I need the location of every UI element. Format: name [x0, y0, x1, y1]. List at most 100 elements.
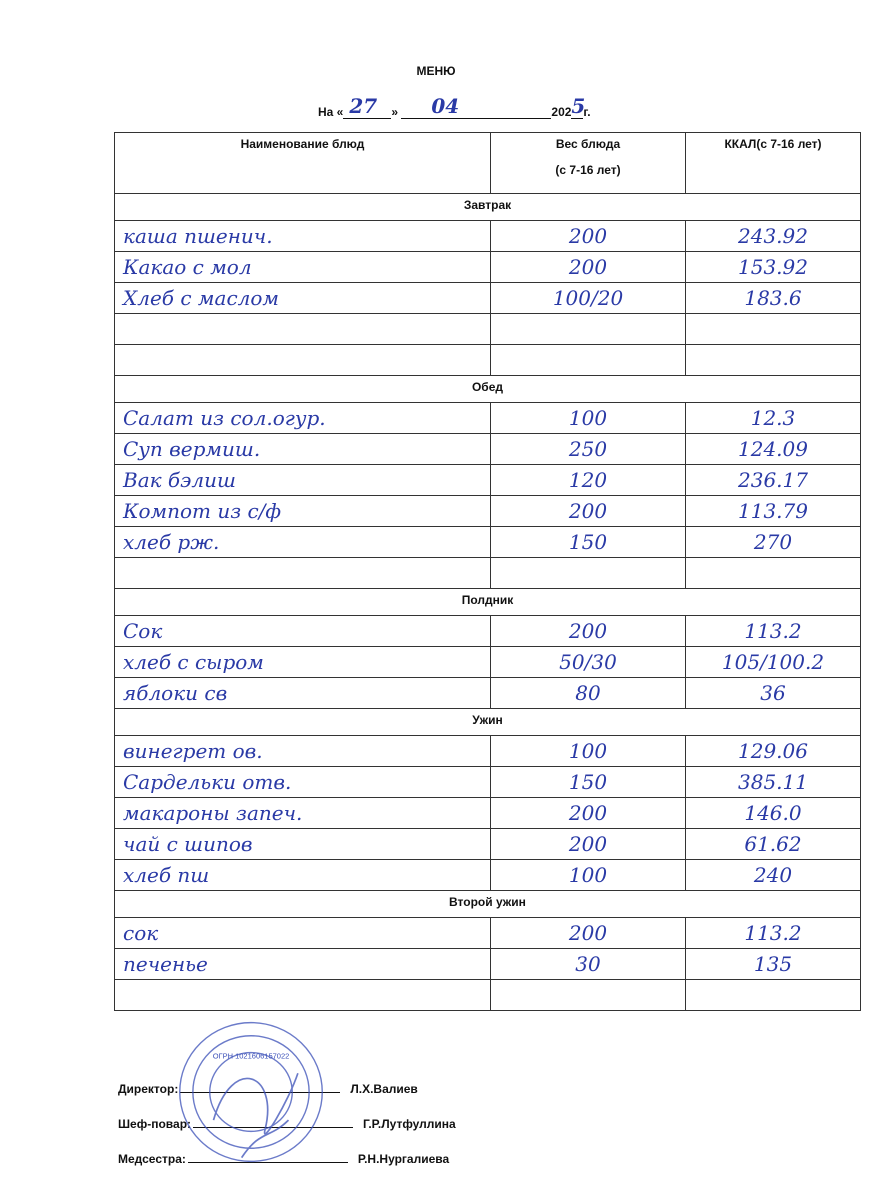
signatory-name: Г.Р.Лутфуллина: [363, 1117, 456, 1131]
dish-name: [115, 348, 123, 372]
day-blank: 27: [343, 95, 392, 119]
dish-kcal: 113.79: [738, 499, 808, 523]
document-title: МЕНЮ: [416, 64, 456, 78]
signature-blank: [180, 1092, 341, 1093]
dish-kcal: 135: [753, 952, 793, 976]
dish-name-cell: Салат из сол.огур.: [114, 402, 491, 434]
section-row: Ужин: [114, 708, 861, 736]
dish-kcal: 243.92: [738, 224, 808, 248]
menu-item-row: Какао с мол 200 153.92: [114, 251, 861, 283]
column-header-kcal: ККАЛ(с 7-16 лет): [685, 132, 861, 194]
dish-name: яблоки св: [123, 681, 228, 705]
dish-kcal: 183.6: [744, 286, 802, 310]
weight-cell: 250: [490, 433, 686, 465]
column-header-weight: Вес блюда (с 7-16 лет): [490, 132, 686, 194]
dish-kcal: 153.92: [738, 255, 808, 279]
kcal-cell: 243.92: [685, 220, 861, 252]
kcal-cell: 129.06: [685, 735, 861, 767]
kcal-cell: [685, 979, 861, 1011]
menu-item-row: Сок 200 113.2: [114, 615, 861, 647]
dish-weight: 100: [568, 739, 608, 763]
dish-name: макароны запеч.: [123, 801, 303, 825]
kcal-cell: 240: [685, 859, 861, 891]
weight-header-line1: Вес блюда: [555, 137, 621, 151]
section-row: Полдник: [114, 588, 861, 616]
dish-name-cell: Вак бэлиш: [114, 464, 491, 496]
signature-blank: [187, 1162, 348, 1163]
menu-item-row: [114, 979, 861, 1011]
dish-weight: 200: [568, 832, 608, 856]
menu-item-row: [114, 557, 861, 589]
dish-weight: 200: [568, 921, 608, 945]
dish-kcal: 240: [753, 863, 793, 887]
kcal-cell: 135: [685, 948, 861, 980]
kcal-cell: [685, 313, 861, 345]
month-value: 04: [431, 94, 460, 118]
dish-weight: 100/20: [552, 286, 624, 310]
month-blank: 04: [401, 95, 552, 119]
section-title: Второй ужин: [114, 890, 861, 918]
weight-cell: 200: [490, 797, 686, 829]
menu-item-row: сок 200 113.2: [114, 917, 861, 949]
dish-name-cell: макароны запеч.: [114, 797, 491, 829]
section-title: Обед: [114, 375, 861, 403]
dish-kcal: 385.11: [738, 770, 808, 794]
dish-kcal: 36: [760, 681, 786, 705]
dish-kcal: 236.17: [738, 468, 808, 492]
weight-cell: 50/30: [490, 646, 686, 678]
dish-name: Какао с мол: [123, 255, 252, 279]
signature-line: Директор: Л.Х.Валиев: [118, 1082, 418, 1096]
menu-item-row: Суп вермиш. 250 124.09: [114, 433, 861, 465]
dish-kcal: 270: [753, 530, 793, 554]
dish-name: чай с шипов: [123, 832, 253, 856]
signatory-name: Р.Н.Нургалиева: [357, 1152, 450, 1166]
dish-kcal: 129.06: [738, 739, 808, 763]
dish-name-cell: [114, 979, 491, 1011]
menu-item-row: [114, 313, 861, 345]
dish-weight: 120: [568, 468, 608, 492]
dish-weight: 250: [568, 437, 608, 461]
dish-kcal: 113.2: [744, 619, 802, 643]
weight-cell: 100: [490, 402, 686, 434]
weight-cell: 200: [490, 615, 686, 647]
kcal-cell: 385.11: [685, 766, 861, 798]
kcal-cell: 113.2: [685, 917, 861, 949]
weight-cell: 100: [490, 859, 686, 891]
kcal-cell: 36: [685, 677, 861, 709]
dish-name-cell: хлеб пш: [114, 859, 491, 891]
dish-kcal: 12.3: [750, 406, 796, 430]
signature-role: Шеф-повар:: [118, 1117, 192, 1131]
dish-name: винегрет ов.: [123, 739, 263, 763]
menu-item-row: печенье 30 135: [114, 948, 861, 980]
dish-name-cell: сок: [114, 917, 491, 949]
dish-kcal: 105/100.2: [721, 650, 825, 674]
dish-name: Суп вермиш.: [123, 437, 261, 461]
dish-name-cell: винегрет ов.: [114, 735, 491, 767]
dish-weight: 100: [568, 406, 608, 430]
year-digit: 5: [571, 94, 586, 118]
kcal-cell: 146.0: [685, 797, 861, 829]
dish-name: каша пшенич.: [123, 224, 273, 248]
dish-name-cell: Сардельки отв.: [114, 766, 491, 798]
weight-cell: 200: [490, 251, 686, 283]
dish-name-cell: Суп вермиш.: [114, 433, 491, 465]
kcal-cell: [685, 557, 861, 589]
dish-name: Сардельки отв.: [123, 770, 292, 794]
menu-table: Наименование блюд Вес блюда (с 7-16 лет) …: [114, 132, 861, 1011]
dish-name-cell: хлеб с сыром: [114, 646, 491, 678]
date-prefix: На «: [318, 105, 344, 119]
menu-item-row: хлеб с сыром 50/30 105/100.2: [114, 646, 861, 678]
kcal-cell: 105/100.2: [685, 646, 861, 678]
kcal-cell: [685, 344, 861, 376]
section-row: Второй ужин: [114, 890, 861, 918]
dish-name: сок: [123, 921, 159, 945]
dish-name: [115, 983, 123, 1007]
signature-blank: [193, 1127, 354, 1128]
year-blank: 5: [571, 95, 585, 119]
dish-name-cell: [114, 344, 491, 376]
day-value: 27: [349, 94, 378, 118]
dish-name: хлеб пш: [123, 863, 210, 887]
weight-cell: [490, 557, 686, 589]
menu-item-row: Вак бэлиш 120 236.17: [114, 464, 861, 496]
weight-header-line2: (с 7-16 лет): [555, 163, 621, 177]
